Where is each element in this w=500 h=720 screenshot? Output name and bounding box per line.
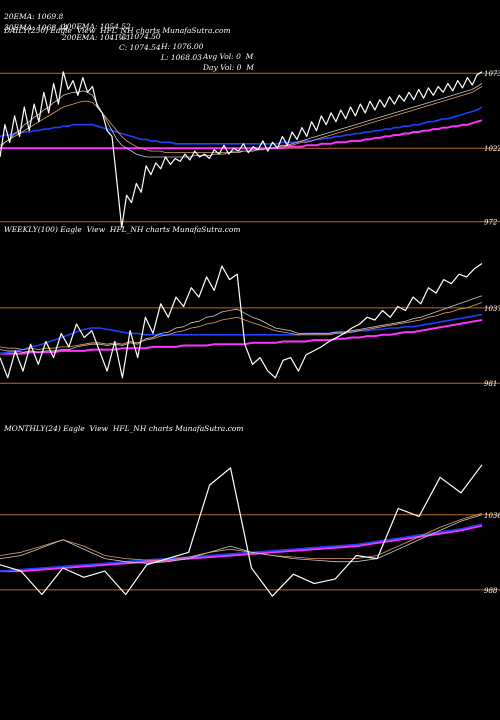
daily-ema20-line [0,83,483,158]
header-30ema: 30EMA: 1068.44 [4,23,69,32]
daily-ref-label-972: 972 [484,219,498,227]
monthly-ema20-line [0,514,483,564]
weekly-panel: 1037 981 [0,263,500,388]
monthly-ema200-line [0,524,483,573]
monthly-ref-label-1036: 1036 [484,512,500,520]
daily-ref-label-1022: 1022 [484,145,500,153]
header-avg-vol: Avg Vol: 0 M [203,52,254,61]
monthly-ema100-line [0,523,483,572]
daily-panel: 1073 1022 972 [0,70,500,229]
daily-price-line [0,71,483,229]
weekly-ref-label-1037: 1037 [484,305,500,313]
weekly-ema30-line [0,302,483,351]
header-high: H: 1076.00 [161,42,204,51]
monthly-price-line [0,464,483,597]
monthly-ref-label-988: 988 [484,587,498,595]
header-low: L: 1068.03 [161,53,202,62]
weekly-chart-label: WEEKLY(100) Eagle View HFL_NH charts Mun… [4,225,241,234]
daily-ref-label-1073: 1073 [484,70,500,78]
weekly-price-line [0,263,483,379]
header-day-vol: Day Vol: 0 M [203,63,254,72]
daily-ema30-line [0,86,483,154]
weekly-ema200-line [0,319,483,355]
ema-header-row-2: 30EMA: 1068.44 200EMA: 1041.61 C: 1074.5… [4,13,254,73]
header-100ema: 100EMA: 1054.52 [62,22,131,31]
weekly-ref-label-981: 981 [484,380,497,388]
monthly-ema30-line [0,512,483,561]
monthly-panel: 1036 988 [0,464,500,597]
daily-chart-label: DAILY(250) Eagle View HFL_NH charts Muna… [4,26,231,35]
monthly-chart-label: MONTHLY(24) Eagle View HFL_NH charts Mun… [4,424,244,433]
weekly-ema100-line [0,313,483,355]
ema-header-row-1: 20EMA: 1069.8 100EMA: 1054.52 C: 1074.50… [4,2,253,62]
header-200ema: 200EMA: 1041.61 [62,33,131,42]
header-close-2: C: 1074.54 [119,43,161,52]
daily-ema100-line [0,106,483,145]
header-close: C: 1074.50 [119,32,161,41]
header-20ema: 20EMA: 1069.8 [4,12,64,21]
